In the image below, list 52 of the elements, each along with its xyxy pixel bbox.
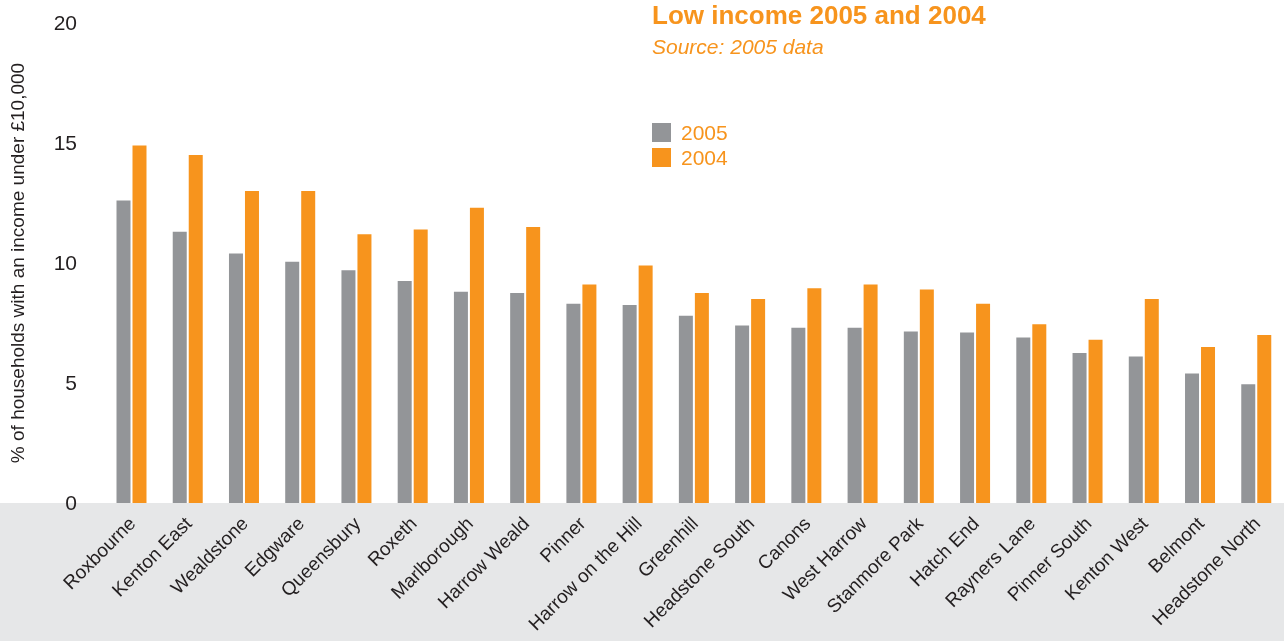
bar <box>172 231 187 503</box>
bar <box>453 291 468 503</box>
bar <box>960 332 975 503</box>
bar <box>1144 299 1159 503</box>
bar <box>1241 384 1256 503</box>
bar <box>919 289 934 503</box>
bar <box>1016 337 1031 503</box>
y-axis-title: % of households with an income under £10,000 <box>7 62 29 464</box>
bar <box>1128 356 1143 503</box>
bar <box>301 191 316 503</box>
bar <box>694 293 709 503</box>
bar <box>413 229 428 503</box>
bar <box>903 331 918 503</box>
bar <box>751 299 766 503</box>
bar <box>622 305 637 503</box>
bar <box>847 327 862 503</box>
bar <box>807 288 822 503</box>
bar <box>638 265 653 503</box>
bar <box>526 227 541 503</box>
y-tick-label: 15 <box>53 131 77 155</box>
chart-title: Low income 2005 and 2004 <box>652 0 986 31</box>
bar <box>863 284 878 503</box>
bar <box>1201 347 1216 503</box>
bar <box>357 234 372 503</box>
bar <box>469 207 484 503</box>
bar <box>188 155 203 503</box>
bar <box>976 303 991 503</box>
y-tick-label: 0 <box>65 491 77 515</box>
bar <box>791 327 806 503</box>
legend-label: 2005 <box>681 120 728 145</box>
bar <box>244 191 259 503</box>
bar <box>582 284 597 503</box>
bar <box>1088 339 1103 503</box>
y-tick-label: 5 <box>65 371 77 395</box>
bar <box>1032 324 1047 503</box>
bar <box>566 303 581 503</box>
bar <box>510 293 525 503</box>
bar <box>1185 373 1200 503</box>
text: Source: 2005 data <box>652 35 825 59</box>
bar <box>285 261 300 503</box>
bar <box>132 145 147 503</box>
bar <box>341 270 356 503</box>
bar <box>1257 335 1272 503</box>
bar <box>228 253 243 503</box>
bar <box>116 200 131 503</box>
bar <box>1072 353 1087 503</box>
bar <box>735 325 750 503</box>
y-tick-label: 20 <box>53 11 77 35</box>
bar <box>678 315 693 503</box>
bar <box>397 281 412 503</box>
y-tick-label: 10 <box>53 251 77 275</box>
legend-label: 2004 <box>681 145 728 170</box>
